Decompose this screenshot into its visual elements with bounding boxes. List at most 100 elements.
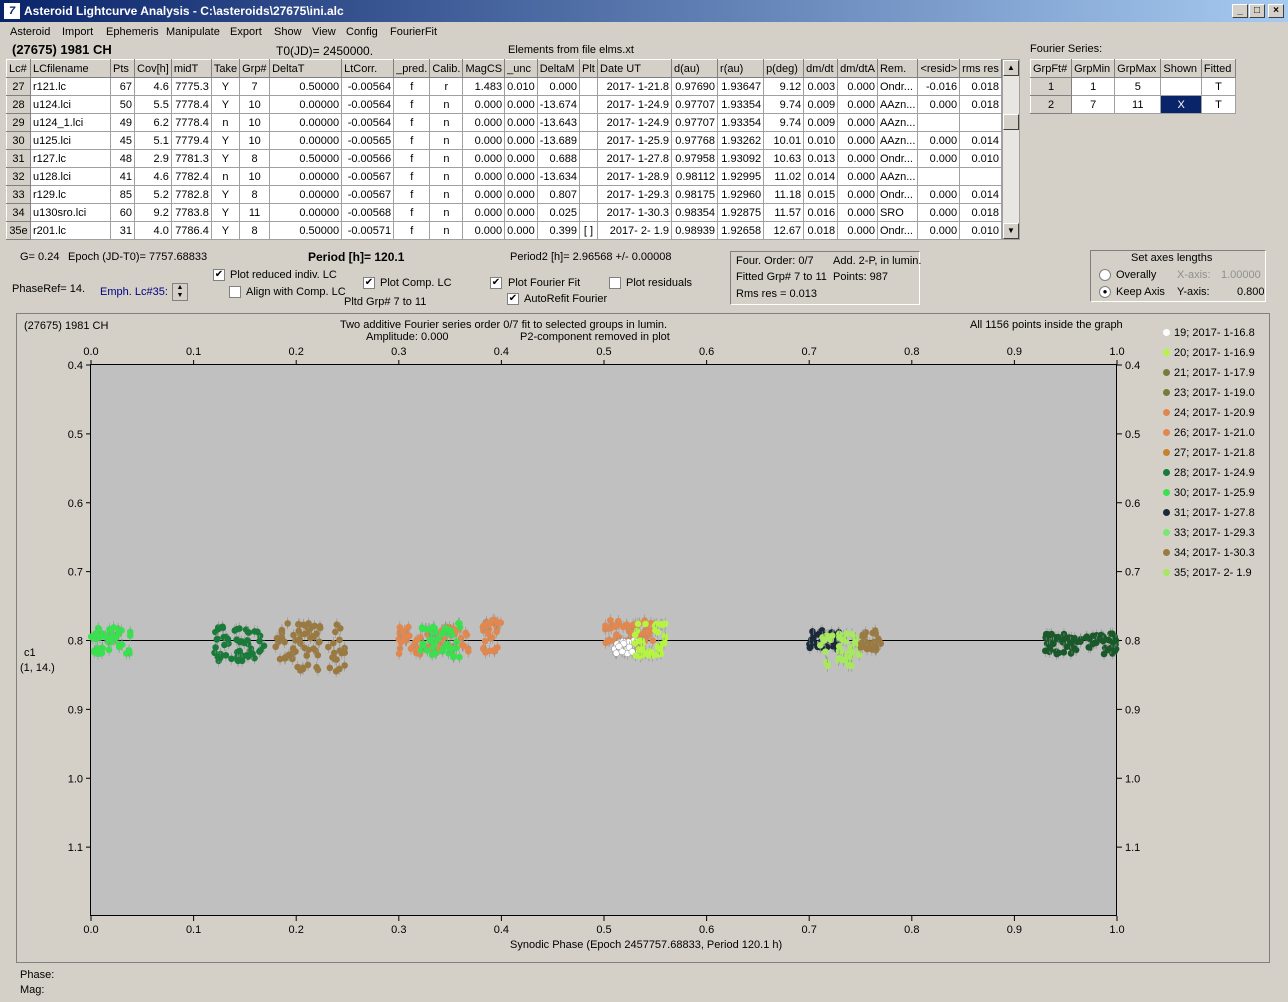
column-header[interactable]: LCfilename bbox=[29, 59, 112, 78]
table-cell[interactable]: n bbox=[429, 167, 464, 186]
plot-fourier-checkbox[interactable]: ✔ bbox=[490, 277, 502, 289]
table-cell[interactable]: 48 bbox=[110, 149, 136, 168]
table-cell[interactable]: -0.00567 bbox=[341, 167, 395, 186]
column-header[interactable]: Fitted bbox=[1200, 59, 1237, 78]
table-cell[interactable]: 2017- 1-29.3 bbox=[597, 185, 673, 204]
fourier-series-table[interactable]: GrpFt# GrpMin GrpMax Shown Fitted 1 1 5 T 2 7 11 X T bbox=[1029, 59, 1237, 114]
table-cell[interactable]: -0.00564 bbox=[341, 113, 395, 132]
maximize-button[interactable]: □ bbox=[1249, 4, 1265, 18]
scroll-thumb[interactable] bbox=[1003, 114, 1019, 130]
table-cell[interactable]: 41 bbox=[110, 167, 136, 186]
table-cell[interactable]: 0.013 bbox=[803, 149, 839, 168]
table-cell[interactable]: 2017- 2- 1.9 bbox=[597, 221, 673, 240]
menu-fourierfit[interactable]: FourierFit bbox=[390, 26, 438, 38]
table-cell[interactable]: X bbox=[1160, 95, 1202, 114]
table-cell[interactable]: 0.014 bbox=[803, 167, 839, 186]
table-cell[interactable]: 0.000 bbox=[536, 77, 581, 96]
scroll-up-icon[interactable]: ▲ bbox=[1003, 60, 1019, 76]
table-cell[interactable]: Ondr... bbox=[876, 185, 919, 204]
table-cell[interactable]: 9.74 bbox=[763, 113, 805, 132]
table-cell[interactable]: 0.000 bbox=[917, 131, 961, 150]
table-cell[interactable]: [ ] bbox=[579, 221, 599, 240]
column-header[interactable]: _pred. bbox=[393, 59, 431, 78]
menu-config[interactable]: Config bbox=[346, 26, 378, 38]
menu-export[interactable]: Export bbox=[230, 26, 262, 38]
table-cell[interactable]: 12.67 bbox=[763, 221, 805, 240]
table-cell[interactable]: 31 bbox=[6, 149, 31, 168]
table-cell[interactable]: 0.014 bbox=[959, 131, 1002, 150]
table-cell[interactable]: 0.000 bbox=[504, 203, 538, 222]
table-cell[interactable]: 2017- 1-25.9 bbox=[597, 131, 673, 150]
table-cell[interactable]: 1.483 bbox=[462, 77, 506, 96]
table-cell[interactable]: 0.000 bbox=[504, 131, 538, 150]
yaxis-value[interactable]: 0.800 bbox=[1237, 286, 1265, 298]
table-cell[interactable]: Y bbox=[210, 221, 241, 240]
table-cell[interactable]: 60 bbox=[110, 203, 136, 222]
period-value[interactable]: Period [h]= 120.1 bbox=[308, 250, 405, 264]
table-cell[interactable]: 31 bbox=[110, 221, 136, 240]
table-cell[interactable]: 0.399 bbox=[536, 221, 581, 240]
table-cell[interactable]: Ondr... bbox=[876, 77, 919, 96]
table-row[interactable]: 32 u128.lci 41 4.6 7782.4 n 10 0.00000 -0.00567 f… bbox=[6, 167, 1002, 186]
table-cell[interactable]: 10 bbox=[239, 131, 271, 150]
table-cell[interactable]: 32 bbox=[6, 167, 31, 186]
table-cell[interactable]: Ondr... bbox=[876, 221, 919, 240]
table-cell[interactable]: 0.00000 bbox=[269, 203, 343, 222]
table-cell[interactable]: 0.00000 bbox=[269, 185, 343, 204]
column-header[interactable]: DeltaT bbox=[269, 59, 343, 78]
column-header[interactable]: Rem. bbox=[876, 59, 919, 78]
table-row[interactable]: 30 u125.lci 45 5.1 7779.4 Y 10 0.00000 -0.00565 f… bbox=[6, 131, 1002, 150]
table-cell[interactable]: 7783.8 bbox=[170, 203, 212, 222]
table-cell[interactable]: 0.018 bbox=[959, 203, 1002, 222]
table-cell[interactable]: 0.000 bbox=[837, 185, 878, 204]
table-cell[interactable]: 0.000 bbox=[462, 221, 506, 240]
table-cell[interactable]: 0.50000 bbox=[269, 149, 343, 168]
table-cell[interactable]: 50 bbox=[110, 95, 136, 114]
table-cell[interactable]: 0.016 bbox=[803, 203, 839, 222]
table-cell[interactable]: 0.000 bbox=[462, 149, 506, 168]
column-header[interactable]: dm/dt bbox=[803, 59, 839, 78]
table-cell[interactable]: 0.000 bbox=[917, 221, 961, 240]
table-cell[interactable]: -0.00565 bbox=[341, 131, 395, 150]
close-button[interactable]: × bbox=[1268, 4, 1284, 18]
menu-ephemeris[interactable]: Ephemeris bbox=[106, 26, 159, 38]
table-cell[interactable]: 4.0 bbox=[134, 221, 172, 240]
table-cell[interactable]: n bbox=[429, 221, 464, 240]
emph-lc-spinner[interactable]: ▲ ▼ bbox=[172, 283, 188, 301]
table-cell[interactable]: 1.92658 bbox=[717, 221, 765, 240]
column-header[interactable]: Pts bbox=[110, 59, 136, 78]
table-cell[interactable]: 7775.3 bbox=[170, 77, 212, 96]
table-cell[interactable]: 1 bbox=[1029, 77, 1073, 96]
column-header[interactable]: Calib. bbox=[429, 59, 464, 78]
table-cell[interactable]: 8 bbox=[239, 221, 271, 240]
table-cell[interactable]: r201.lc bbox=[29, 221, 112, 240]
plot-residuals-checkbox[interactable] bbox=[609, 277, 621, 289]
table-cell[interactable]: 0.000 bbox=[462, 95, 506, 114]
table-cell[interactable]: 7779.4 bbox=[170, 131, 212, 150]
table-cell[interactable]: Ondr... bbox=[876, 149, 919, 168]
table-cell[interactable]: u130sro.lci bbox=[29, 203, 112, 222]
align-comp-checkbox[interactable] bbox=[229, 286, 241, 298]
table-cell[interactable]: 7781.3 bbox=[170, 149, 212, 168]
table-cell[interactable]: 0.000 bbox=[837, 203, 878, 222]
table-cell[interactable]: 0.000 bbox=[504, 185, 538, 204]
table-row[interactable]: 35e r201.lc 31 4.0 7786.4 Y 8 0.50000 -0.00571 f n… bbox=[6, 221, 1002, 240]
table-row[interactable]: 28 u124.lci 50 5.5 7778.4 Y 10 0.00000 -0.00564 f… bbox=[6, 95, 1002, 114]
table-cell[interactable]: 0.50000 bbox=[269, 77, 343, 96]
table-cell[interactable]: 0.00000 bbox=[269, 131, 343, 150]
lightcurve-table[interactable]: Lc# LCfilename Pts Cov[h] midT Take Grp# DeltaT… bbox=[6, 59, 1002, 240]
scroll-down-icon[interactable]: ▼ bbox=[1003, 223, 1019, 239]
column-header[interactable]: Grp# bbox=[239, 59, 271, 78]
column-header[interactable]: _unc bbox=[504, 59, 538, 78]
table-cell[interactable]: 1.93354 bbox=[717, 95, 765, 114]
table-cell[interactable]: 0.015 bbox=[803, 185, 839, 204]
table-cell[interactable]: 0.000 bbox=[837, 77, 878, 96]
table-cell[interactable]: 7778.4 bbox=[170, 113, 212, 132]
column-header[interactable]: midT bbox=[170, 59, 212, 78]
table-cell[interactable]: 1.92875 bbox=[717, 203, 765, 222]
menu-show[interactable]: Show bbox=[274, 26, 302, 38]
plot-reduced-checkbox[interactable]: ✔ bbox=[213, 269, 225, 281]
table-cell[interactable]: 2 bbox=[1029, 95, 1073, 114]
table-cell[interactable]: 45 bbox=[110, 131, 136, 150]
column-header[interactable]: p(deg) bbox=[763, 59, 805, 78]
